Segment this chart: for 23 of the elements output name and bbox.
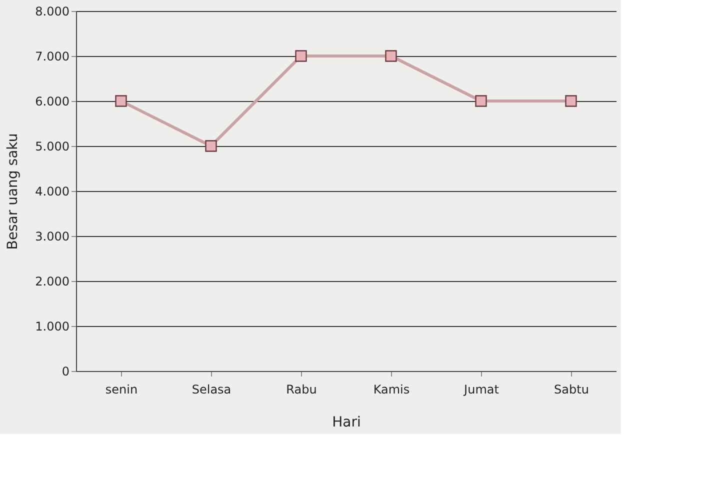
y-tick-label: 1.000 <box>35 320 70 334</box>
point <box>385 50 397 62</box>
x-tick-label: Rabu <box>286 382 317 396</box>
x-tick-label: Jumat <box>463 382 500 396</box>
x-tick-label: senin <box>105 382 138 396</box>
point <box>205 140 217 152</box>
x-tick-label: Kamis <box>373 382 410 396</box>
y-tick-label: 5.000 <box>35 140 70 154</box>
y-axis-title: Besar uang saku <box>5 133 22 250</box>
point <box>565 95 577 107</box>
y-tick-label: 7.000 <box>35 50 70 64</box>
point <box>115 95 127 107</box>
y-tick-label: 6.000 <box>35 94 70 108</box>
x-tick-label: Sabtu <box>554 382 589 396</box>
point <box>295 50 307 62</box>
y-tick-label: 3.000 <box>35 230 70 244</box>
x-tick-label: Selasa <box>192 382 232 396</box>
y-tick-label: 4.000 <box>35 184 70 198</box>
y-tick-label: 0 <box>62 364 70 378</box>
y-tick-label: 8.000 <box>35 4 70 18</box>
x-axis-title: Hari <box>332 414 361 430</box>
point <box>475 95 487 107</box>
y-tick-label: 2.000 <box>35 274 70 288</box>
